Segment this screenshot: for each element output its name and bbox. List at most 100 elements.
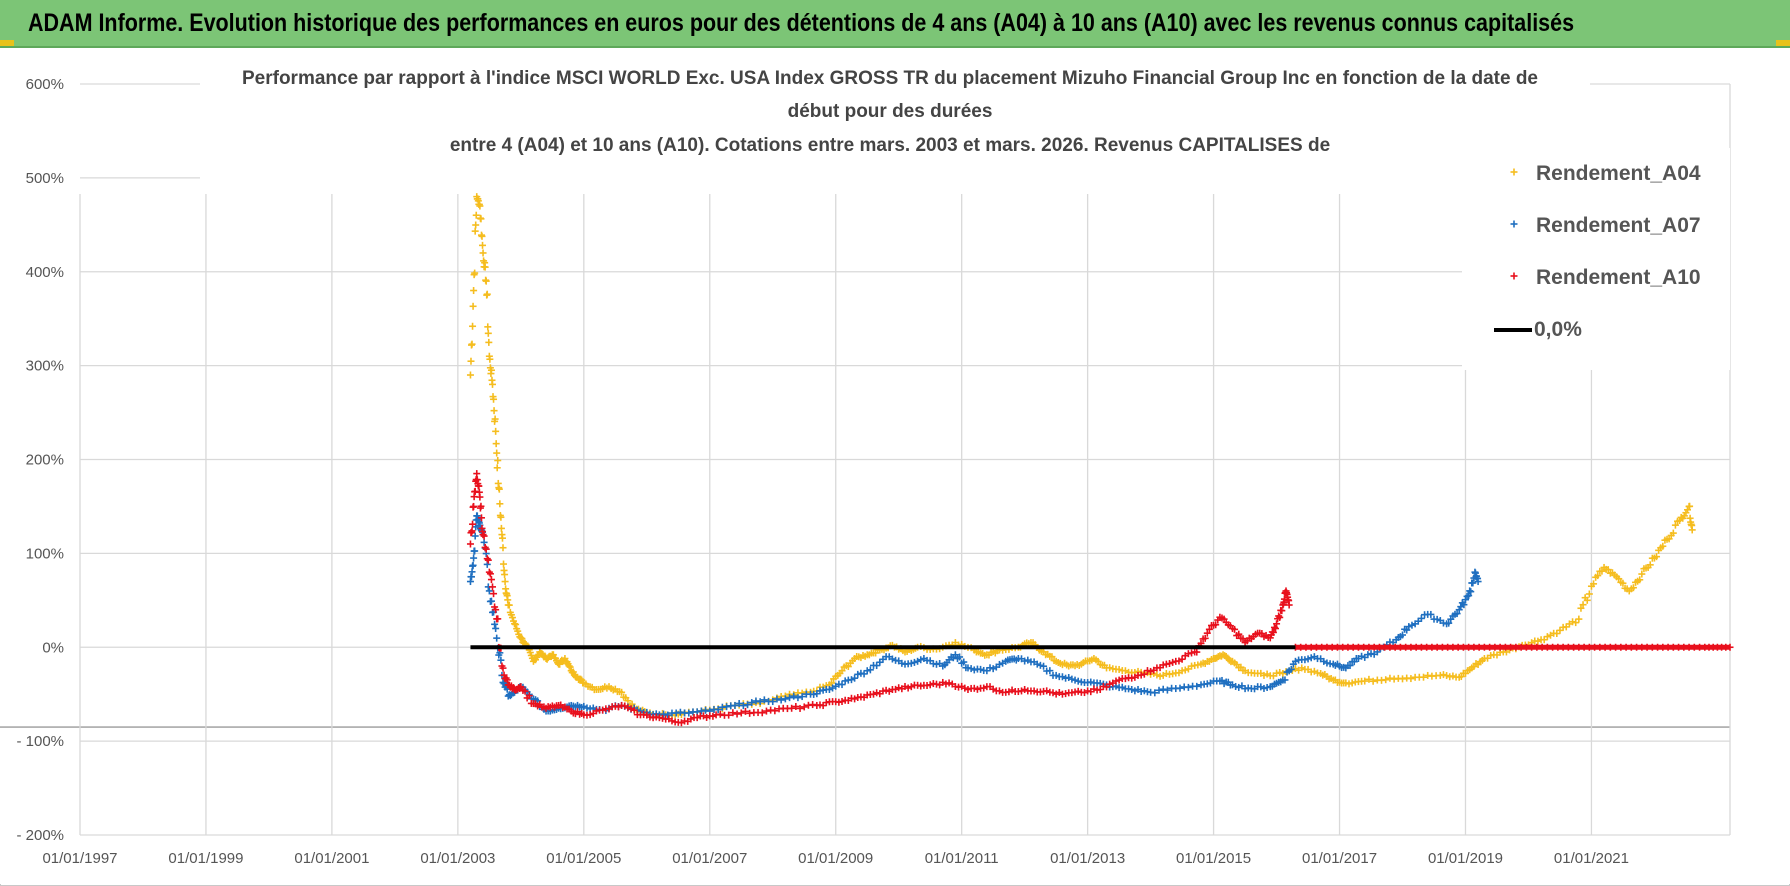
data-point [1427, 610, 1435, 618]
data-point [1036, 661, 1044, 669]
data-point [977, 665, 985, 673]
legend-background [1462, 148, 1730, 370]
data-point [566, 663, 574, 671]
legend-label-A04: Rendement_A04 [1536, 162, 1701, 185]
y-tick-label: 300% [26, 358, 64, 375]
data-point [956, 653, 964, 661]
data-point [907, 659, 915, 667]
data-point [744, 701, 752, 709]
data-point [1276, 668, 1284, 676]
y-tick-label: 500% [26, 170, 64, 187]
data-point [847, 676, 855, 684]
data-point [480, 532, 488, 540]
data-point [627, 705, 635, 713]
data-point [756, 698, 764, 706]
data-point [760, 696, 768, 704]
series-A10 [466, 470, 1293, 727]
data-point [762, 707, 770, 715]
legend-label-A07: Rendement_A07 [1536, 214, 1701, 237]
data-point [714, 705, 722, 713]
data-point [475, 482, 483, 490]
data-point [961, 684, 969, 692]
data-point [1178, 655, 1186, 663]
data-point [1131, 687, 1139, 695]
data-point [1638, 570, 1646, 578]
x-tick-label: 01/01/2017 [1302, 850, 1377, 867]
data-point [1040, 662, 1048, 670]
data-point [1276, 613, 1284, 621]
data-point [1590, 580, 1598, 588]
data-point [468, 340, 476, 348]
data-point [1269, 628, 1277, 636]
data-point [1181, 666, 1189, 674]
data-point [1272, 625, 1280, 633]
data-point [1585, 590, 1593, 598]
data-point [1301, 656, 1309, 664]
data-point [838, 667, 846, 675]
legend-marker-A10 [1510, 272, 1518, 280]
data-point [882, 686, 890, 694]
data-point [497, 513, 505, 521]
data-point [729, 709, 737, 717]
data-point [471, 269, 479, 277]
data-point [628, 700, 636, 708]
chart-legend: Rendement_A04 Rendement_A07 Rendement_A10 0… [1462, 148, 1730, 370]
data-point [741, 707, 749, 715]
data-point [731, 701, 739, 709]
data-point [489, 380, 496, 388]
data-point [497, 656, 505, 664]
data-point [492, 427, 500, 435]
data-point [480, 538, 488, 546]
data-point [769, 698, 777, 706]
data-point [1408, 621, 1416, 629]
data-point [1420, 673, 1428, 681]
data-point [479, 241, 487, 249]
y-tick-label: 600% [26, 76, 64, 93]
data-point [514, 627, 522, 635]
data-point [838, 681, 846, 689]
data-point [487, 597, 495, 605]
data-point [716, 710, 724, 718]
data-point [498, 534, 506, 542]
data-point [485, 587, 493, 595]
data-point [1074, 677, 1082, 685]
data-point [577, 675, 585, 683]
data-point [493, 449, 501, 457]
data-point [499, 678, 507, 686]
data-point [1062, 690, 1070, 698]
data-point [771, 707, 779, 715]
data-point [1579, 601, 1587, 609]
data-point [1342, 679, 1350, 687]
data-point [469, 520, 477, 528]
data-point [904, 684, 912, 692]
data-point [1598, 567, 1606, 575]
data-point [477, 502, 485, 510]
data-point [838, 697, 846, 705]
data-point [1048, 653, 1056, 661]
data-point [1364, 651, 1372, 659]
data-point [482, 545, 490, 553]
data-point [496, 500, 504, 508]
legend-label-zero: 0,0% [1534, 318, 1582, 341]
data-point [1021, 685, 1029, 693]
data-point [497, 524, 505, 532]
data-point [939, 678, 947, 686]
data-point [1203, 629, 1211, 637]
data-point [486, 355, 494, 363]
data-point [490, 590, 498, 598]
data-point [1543, 633, 1551, 641]
data-point [709, 712, 717, 720]
data-point [1405, 623, 1413, 631]
data-point [492, 440, 500, 448]
data-point [549, 651, 557, 659]
data-point [1184, 683, 1192, 691]
x-tick-label: 01/01/2009 [798, 850, 873, 867]
data-point [1201, 634, 1209, 642]
data-point [483, 555, 491, 563]
data-point [809, 701, 817, 709]
data-point [788, 704, 796, 712]
data-point [790, 692, 798, 700]
data-point [491, 415, 499, 423]
data-point [495, 485, 503, 493]
data-point [469, 561, 477, 569]
